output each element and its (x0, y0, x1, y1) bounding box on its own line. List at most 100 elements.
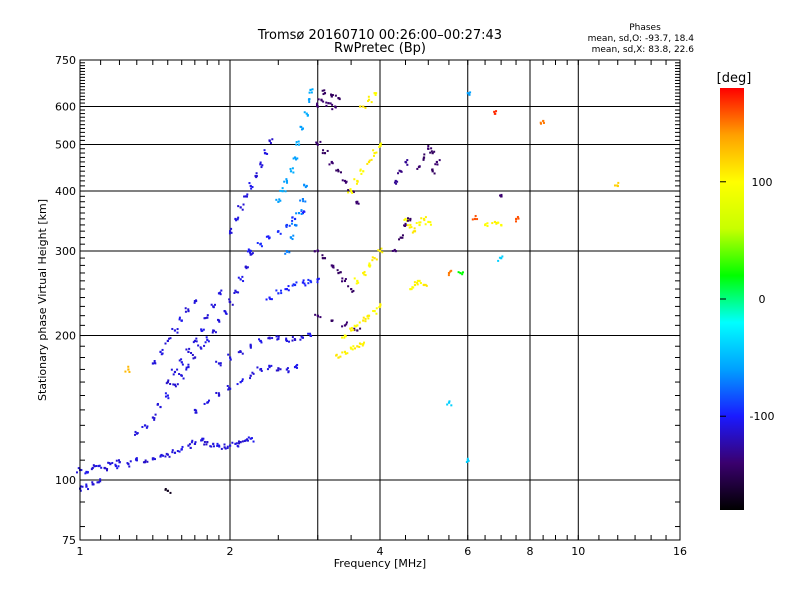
data-point (316, 143, 319, 146)
data-point (277, 367, 280, 370)
data-point (331, 94, 334, 97)
data-point (265, 298, 268, 301)
data-point (466, 457, 469, 460)
data-point (300, 213, 303, 216)
data-point (200, 347, 203, 350)
data-point (268, 296, 271, 299)
data-point (291, 336, 294, 339)
data-point (494, 112, 497, 115)
data-point (188, 443, 191, 446)
data-point (292, 234, 295, 237)
data-point (434, 163, 437, 166)
data-point (304, 284, 307, 287)
data-point (515, 217, 518, 221)
data-point (145, 426, 148, 429)
data-point (176, 383, 179, 386)
data-point (249, 437, 252, 440)
data-point (285, 224, 288, 227)
y-tick-label: 400 (55, 185, 76, 198)
data-point (288, 340, 291, 343)
data-point (92, 464, 95, 467)
data-point (413, 283, 417, 287)
data-point (206, 338, 209, 341)
data-point (278, 198, 281, 201)
data-point (214, 331, 217, 334)
data-point (375, 307, 378, 310)
data-point (279, 232, 282, 235)
data-point (190, 351, 193, 354)
data-point (277, 200, 280, 203)
data-point (316, 281, 319, 284)
data-point (370, 158, 373, 161)
data-point (193, 442, 197, 445)
data-point (363, 270, 366, 273)
data-point (104, 467, 107, 470)
data-point (187, 444, 190, 447)
data-point (215, 391, 218, 394)
data-point (237, 445, 240, 448)
data-point (193, 301, 196, 304)
data-point (190, 441, 193, 444)
info-line-x: mean, sd,X: 83.8, 22.6 (592, 45, 695, 55)
data-point (542, 119, 545, 123)
data-point (309, 279, 312, 283)
data-point (247, 248, 250, 251)
data-point (212, 445, 215, 448)
data-point (476, 218, 479, 221)
data-point (433, 172, 436, 175)
data-point (109, 462, 112, 466)
data-point (201, 329, 204, 332)
data-point (212, 306, 215, 309)
data-point (80, 469, 83, 472)
data-point (295, 141, 298, 144)
data-point (243, 440, 246, 443)
data-point (422, 217, 426, 221)
data-point (185, 348, 188, 351)
data-point (431, 168, 434, 171)
data-point (308, 98, 311, 101)
data-point (450, 269, 453, 272)
data-point (161, 348, 164, 351)
data-point (184, 307, 187, 310)
data-point (79, 489, 82, 492)
data-point (356, 345, 359, 348)
data-point (279, 368, 282, 371)
data-point (345, 180, 348, 183)
data-point (355, 182, 358, 185)
y-tick-labels: 75 100 200 300 400 500 600 750 (55, 54, 76, 547)
colorbar: [deg] 100 0 -100 (717, 71, 774, 510)
x-tick-label: 4 (377, 545, 384, 558)
data-point (194, 441, 197, 444)
data-point (344, 278, 347, 281)
data-point (304, 186, 307, 189)
data-point (357, 202, 360, 205)
data-point (301, 281, 305, 284)
data-point (229, 444, 232, 447)
data-point (169, 337, 172, 340)
data-point (295, 281, 298, 284)
data-point (231, 441, 234, 444)
data-point (447, 271, 451, 275)
data-point (117, 459, 120, 462)
data-point (178, 359, 181, 362)
data-point (171, 449, 174, 452)
data-point (206, 441, 209, 444)
data-point (169, 382, 172, 385)
data-point (269, 142, 272, 145)
data-point (268, 364, 271, 367)
data-point (315, 142, 318, 145)
data-point (206, 314, 209, 317)
data-point (250, 187, 253, 190)
data-point (323, 152, 327, 155)
data-point (353, 327, 356, 330)
data-point (197, 344, 200, 347)
data-point (362, 343, 365, 346)
data-point (409, 217, 412, 221)
data-point (91, 466, 94, 470)
data-point (302, 200, 305, 203)
data-point (193, 408, 197, 412)
data-point (416, 283, 419, 286)
data-point (246, 250, 249, 253)
data-point (303, 183, 306, 186)
data-point (225, 312, 228, 315)
